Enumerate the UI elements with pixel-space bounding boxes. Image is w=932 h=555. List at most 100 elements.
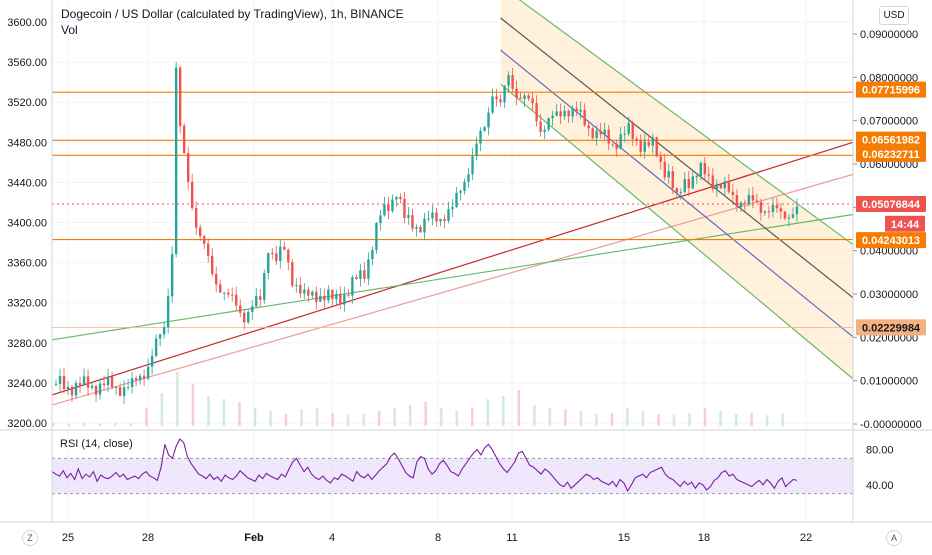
volume-bar <box>471 408 474 426</box>
auto-scale-button[interactable]: A <box>886 530 902 546</box>
volume-bar <box>734 414 738 426</box>
price-tag: 0.05076844 <box>856 196 926 213</box>
candle-body <box>731 191 735 196</box>
candle-body <box>78 383 82 386</box>
candle-body <box>735 195 739 207</box>
volume-bar <box>83 423 86 426</box>
right-tick-label: 0.04000000 <box>860 246 918 258</box>
trendline-red-support <box>51 141 854 396</box>
price-tag: 0.02229984 <box>856 319 926 336</box>
candle-body <box>174 67 178 255</box>
candle-body <box>443 218 446 222</box>
candle-body <box>507 75 510 86</box>
candle-body <box>94 385 98 395</box>
price-tag-bg <box>856 232 926 249</box>
volume-bar <box>393 408 396 426</box>
candle-body <box>467 174 470 182</box>
price-tag-bg <box>856 131 926 148</box>
currency-button[interactable]: USD <box>879 6 909 25</box>
candle-body <box>90 385 94 388</box>
candle-body <box>142 375 146 379</box>
candle-body <box>699 162 703 177</box>
left-tick-label: 3480.00 <box>7 137 47 149</box>
candle-body <box>70 386 74 396</box>
candle-body <box>695 176 699 178</box>
trendline-channel-bottom <box>500 83 854 380</box>
left-tick-label: 3360.00 <box>7 258 47 270</box>
candle-body <box>343 294 346 305</box>
price-tag-label: 0.04243013 <box>862 235 920 247</box>
candle-body <box>243 312 246 323</box>
candle-body <box>86 376 90 388</box>
candle-body <box>635 138 638 141</box>
candle-body <box>643 141 646 152</box>
candle-body <box>451 207 454 210</box>
candle-body <box>351 277 354 296</box>
x-tick-label: 25 <box>62 532 74 544</box>
candle-body <box>691 176 694 189</box>
volume-bar <box>253 408 257 426</box>
candle-body <box>235 294 238 306</box>
price-tag-bg <box>856 145 926 162</box>
right-tick-label: 0.08000000 <box>860 72 918 84</box>
candle-body <box>170 254 174 297</box>
x-tick-label: 28 <box>142 532 154 544</box>
rsi-label: RSI (14, close) <box>60 438 133 450</box>
candle-body <box>287 249 290 263</box>
volume-bar <box>455 411 459 426</box>
candle-body <box>727 181 731 192</box>
candle-body <box>431 212 434 219</box>
volume-bar <box>362 414 365 426</box>
candle-body <box>479 130 482 144</box>
candle-body <box>663 161 666 178</box>
volume-bar <box>269 411 272 426</box>
candle-body <box>651 137 654 146</box>
volume-bar <box>595 414 598 426</box>
candle-body <box>623 133 626 135</box>
candle-body <box>679 192 682 194</box>
x-tick-label: 18 <box>698 532 710 544</box>
volume-bar <box>719 411 722 426</box>
volume-bar <box>439 408 443 426</box>
volume-bar <box>284 414 288 426</box>
candle-body <box>307 289 310 296</box>
price-tag-bg <box>885 215 925 232</box>
candle-body <box>339 293 342 305</box>
candle-body <box>551 115 554 119</box>
candle-body <box>671 171 674 189</box>
candle-body <box>323 295 326 301</box>
candle-body <box>763 211 767 213</box>
candle-body <box>110 376 114 388</box>
candle-body <box>375 223 378 250</box>
volume-bar <box>548 408 552 426</box>
price-tag-label: 0.07715996 <box>862 85 920 97</box>
candle-body <box>415 226 418 229</box>
candle-body <box>495 96 498 100</box>
volume-bar <box>688 412 691 426</box>
candle-body <box>511 75 514 89</box>
candle-body <box>118 386 122 396</box>
candle-body <box>683 179 686 193</box>
candle-body <box>371 249 374 260</box>
rsi-tick-label: 40.00 <box>866 480 894 492</box>
price-tag: 14:44 <box>885 215 925 232</box>
candle-body <box>403 199 406 218</box>
zoom-reset-button[interactable]: Z <box>22 530 38 546</box>
volume-bar <box>346 415 350 426</box>
volume-bar <box>114 422 117 426</box>
candle-body <box>122 387 126 396</box>
candle-body <box>571 108 574 117</box>
left-tick-label: 3600.00 <box>7 17 47 29</box>
candle-body <box>299 285 302 294</box>
volume-bar <box>222 399 226 426</box>
candle-body <box>607 129 610 144</box>
volume-bar <box>207 396 210 426</box>
candle-body <box>283 246 286 250</box>
candle-body <box>66 386 70 390</box>
candle-body <box>231 294 234 296</box>
candle-body <box>74 383 78 396</box>
x-tick-label: 15 <box>618 532 630 544</box>
right-tick-label: 0.07000000 <box>860 116 918 128</box>
candle-body <box>767 211 771 213</box>
